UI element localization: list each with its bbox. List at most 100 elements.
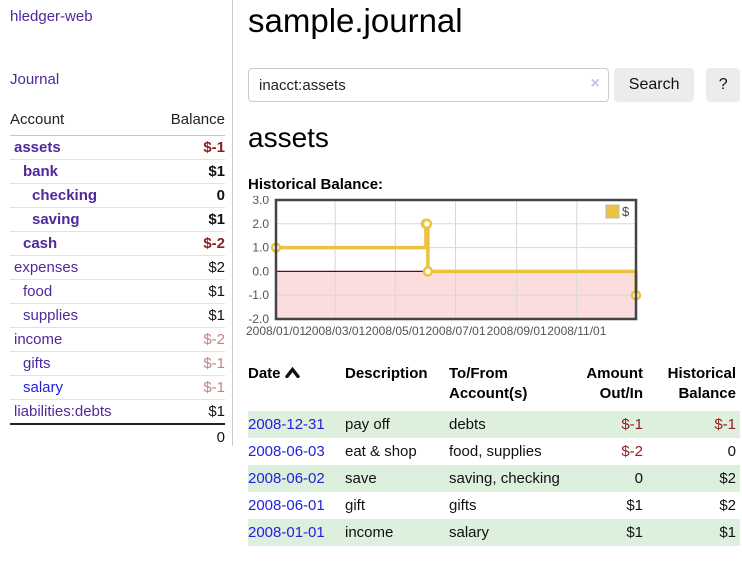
account-link-checking[interactable]: checking — [32, 187, 98, 204]
account-balance: $-1 — [203, 355, 225, 372]
register-row: 2008-01-01 income salary $1 $1 — [248, 519, 740, 546]
account-link-salary[interactable]: salary — [23, 379, 64, 396]
col-header-accounts: To/From Account(s) — [449, 365, 528, 402]
register-row: 2008-06-03 eat & shop food, supplies $-2… — [248, 438, 740, 465]
svg-text:2008/11/01: 2008/11/01 — [547, 324, 606, 338]
account-link-expenses[interactable]: expenses — [14, 259, 79, 276]
transaction-balance-cell: $-1 — [647, 411, 740, 438]
transaction-date-cell: 2008-06-02 — [248, 465, 345, 492]
svg-text:3.0: 3.0 — [252, 196, 269, 207]
register-row: 2008-06-02 save saving, checking 0 $2 — [248, 465, 740, 492]
transaction-accounts-cell: gifts — [449, 497, 477, 514]
account-row: food $1 — [10, 280, 225, 304]
account-balance: $1 — [208, 211, 225, 228]
account-heading: assets — [248, 122, 329, 153]
transaction-description-cell: pay off — [345, 411, 449, 438]
account-link-cash[interactable]: cash — [23, 235, 58, 252]
account-link-gifts[interactable]: gifts — [23, 355, 51, 372]
account-row: saving $1 — [10, 208, 225, 232]
account-link-assets[interactable]: assets — [14, 139, 61, 156]
account-link-bank[interactable]: bank — [23, 163, 59, 180]
transaction-date-link[interactable]: 2008-06-01 — [248, 497, 325, 514]
transaction-balance-cell: $2 — [647, 465, 740, 492]
account-balance: $1 — [208, 283, 225, 300]
nav-journal-link[interactable]: Journal — [10, 71, 60, 88]
transaction-accounts-cell: food, supplies — [449, 443, 542, 460]
account-link-income[interactable]: income — [14, 331, 63, 348]
account-balance: $-1 — [203, 139, 225, 156]
page-title: sample.journal — [248, 2, 463, 39]
transaction-date-cell: 2008-06-01 — [248, 492, 345, 519]
transaction-accounts-cell: debts — [449, 411, 567, 438]
account-balance: $-1 — [203, 379, 225, 396]
chart-title: Historical Balance: — [248, 176, 384, 193]
svg-text:2008/05/01: 2008/05/01 — [365, 324, 425, 338]
transaction-date-link[interactable]: 2008-06-03 — [248, 443, 325, 460]
transaction-amount-cell: $-2 — [621, 443, 643, 460]
account-balance: $1 — [208, 163, 225, 180]
transaction-balance-cell: $1 — [647, 519, 740, 546]
account-balance: $-2 — [203, 235, 225, 252]
account-row: bank $1 — [10, 160, 225, 184]
transaction-date-link[interactable]: 2008-01-01 — [248, 524, 325, 541]
svg-text:-1.0: -1.0 — [248, 288, 269, 302]
transaction-description-cell: gift — [345, 497, 366, 514]
app-brand: hledger-web — [10, 8, 225, 25]
account-row: gifts $-1 — [10, 352, 225, 376]
transaction-date-link[interactable]: 2008-06-02 — [248, 470, 325, 487]
clear-search-icon[interactable]: × — [590, 75, 600, 92]
account-balance: $1 — [208, 307, 225, 324]
transaction-amount-cell: $1 — [567, 519, 647, 546]
svg-text:-2.0: -2.0 — [248, 312, 269, 326]
account-row: assets $-1 — [10, 136, 225, 160]
col-header-date[interactable]: Date — [248, 362, 345, 411]
transaction-description-cell: save — [345, 465, 449, 492]
transaction-description-cell: income — [345, 519, 449, 546]
sort-ascending-icon — [284, 364, 300, 384]
account-row: expenses $2 — [10, 256, 225, 280]
svg-text:2008/03/01: 2008/03/01 — [305, 324, 365, 338]
account-row: cash $-2 — [10, 232, 225, 256]
transaction-amount-cell: $-1 — [567, 411, 647, 438]
balance-col-header: Balance — [170, 111, 225, 128]
accounts-total-row: 0 — [10, 423, 225, 449]
register-row: 2008-06-01 gift gifts $1 $2 — [248, 492, 740, 519]
col-header-date-label: Date — [248, 365, 281, 382]
accounts-table-header: Account Balance — [10, 109, 225, 136]
transaction-accounts-cell: saving, checking — [449, 465, 567, 492]
account-row: liabilities:debts $1 — [10, 400, 225, 424]
brand-link[interactable]: hledger-web — [10, 8, 93, 25]
svg-text:2008/09/01: 2008/09/01 — [487, 324, 547, 338]
help-button[interactable]: ? — [706, 68, 740, 102]
search-button[interactable]: Search — [613, 68, 695, 102]
main-content: sample.journal × Search ? assets Histori… — [246, 0, 740, 582]
register-table: Date Description To/From Account(s) Amou… — [248, 362, 740, 546]
transaction-amount-cell: 0 — [567, 465, 647, 492]
transaction-accounts-cell: salary — [449, 519, 567, 546]
historical-balance-chart[interactable]: $3.0 2.0 1.0 0.0 -1.0 -2.0 2008/01/01 2008/03/0… — [242, 193, 644, 342]
account-balance: $-2 — [203, 331, 225, 348]
sidebar-nav: Journal — [10, 71, 225, 88]
transaction-date-link[interactable]: 2008-12-31 — [248, 416, 325, 433]
transaction-description-cell: eat & shop — [345, 443, 417, 460]
transaction-balance-cell: $2 — [719, 497, 736, 514]
svg-text:$: $ — [622, 204, 630, 219]
account-link-food[interactable]: food — [23, 283, 53, 300]
account-link-supplies[interactable]: supplies — [23, 307, 79, 324]
account-balance: 0 — [216, 187, 225, 204]
account-link-liabilities-debts[interactable]: liabilities:debts — [14, 403, 112, 420]
sidebar: hledger-web Journal Account Balance asse… — [0, 0, 233, 449]
search-input[interactable] — [248, 68, 609, 102]
accounts-col-header: Account — [10, 111, 65, 128]
register-header-row: Date Description To/From Account(s) Amou… — [248, 362, 740, 411]
svg-text:1.0: 1.0 — [252, 241, 269, 255]
account-link-saving[interactable]: saving — [32, 211, 80, 228]
transaction-date-cell: 2008-01-01 — [248, 519, 345, 546]
col-header-balance: Historical Balance — [667, 365, 736, 402]
svg-text:2008/07/01: 2008/07/01 — [425, 324, 485, 338]
transaction-amount-cell: $1 — [626, 497, 643, 514]
account-row: checking 0 — [10, 184, 225, 208]
search-form: × Search ? — [248, 68, 740, 102]
svg-text:0.0: 0.0 — [252, 264, 269, 278]
